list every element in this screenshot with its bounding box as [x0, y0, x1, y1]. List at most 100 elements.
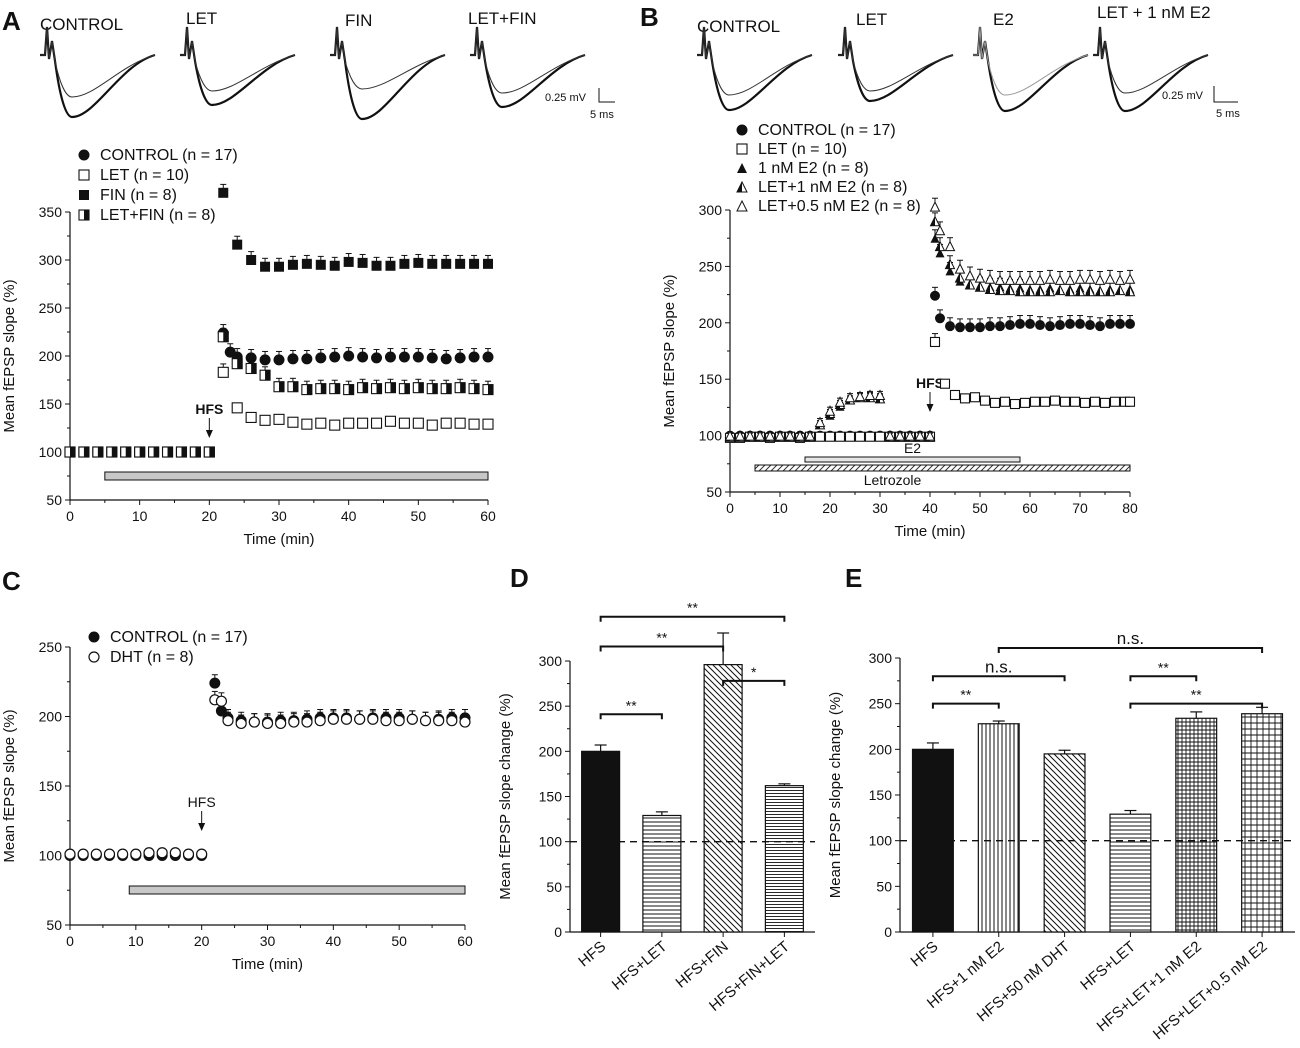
data-point-control — [1025, 318, 1035, 329]
plot-d-y-tick-label: 100 — [539, 834, 563, 850]
data-point-let-0-5-nm-e2 — [1004, 274, 1016, 285]
data-point-let — [273, 413, 285, 425]
data-point-let-0-5-nm-e2 — [964, 269, 976, 281]
data-point-control — [301, 353, 313, 365]
trace-pair — [40, 26, 156, 119]
plot-b-x-tick-label: 30 — [872, 500, 888, 516]
data-point-let — [217, 366, 229, 378]
trace-baseline — [470, 26, 586, 94]
data-point-let — [1039, 396, 1051, 407]
bar-hfs-fin — [703, 664, 743, 933]
data-point-dht — [156, 847, 168, 859]
plot-a-x-tick-label: 30 — [271, 508, 287, 524]
data-point-control — [209, 677, 221, 689]
plot-a-x-tick-label: 40 — [341, 508, 357, 524]
data-point-fin — [483, 258, 493, 269]
data-point-let — [1059, 396, 1071, 407]
data-point-let-0-5-nm-e2 — [944, 240, 956, 252]
data-point-let-0-5-nm-e2 — [1094, 274, 1106, 285]
plot-e-y-tick-label: 300 — [869, 650, 893, 666]
significance-label: ** — [687, 600, 698, 616]
plot-b-e2-bar — [804, 456, 1021, 463]
data-point-fin — [455, 258, 466, 269]
data-point-let — [969, 392, 981, 403]
significance-bracket — [1129, 675, 1198, 682]
data-point-control — [384, 351, 396, 363]
plot-d-y-tick-label: 0 — [554, 924, 562, 940]
data-point-control — [273, 354, 285, 366]
data-point-let-fin — [64, 446, 76, 458]
legend-label-fin: FIN (n = 8) — [100, 187, 177, 204]
legend-marker-let — [78, 169, 90, 181]
data-point-let-fin — [245, 362, 257, 375]
data-point-let-1-nm-e2 — [974, 281, 986, 292]
data-point-dht — [235, 717, 247, 730]
data-point-fin — [427, 258, 438, 269]
data-point-let-1-nm-e2 — [1004, 284, 1016, 296]
data-point-let-1-nm-e2 — [984, 283, 996, 294]
significance-bracket — [997, 646, 1264, 653]
data-point-let-fin — [468, 383, 480, 395]
data-point-let-0-5-nm-e2 — [884, 429, 896, 441]
data-point-dht — [367, 713, 379, 725]
data-point-let-1-nm-e2 — [1044, 285, 1056, 297]
plot-a-x-tick-label: 10 — [132, 508, 148, 524]
data-point-fin — [413, 257, 424, 268]
trace-baseline — [330, 26, 446, 90]
plot-b-hfs-label: HFS — [916, 375, 944, 391]
data-point-let — [959, 393, 971, 404]
plot-b-x-tick-label: 50 — [972, 500, 988, 516]
plot-d-y-tick-label: 250 — [539, 698, 563, 714]
data-point-dht — [196, 848, 208, 860]
data-point-let-fin — [175, 446, 188, 458]
data-point-control — [1045, 321, 1055, 332]
legend-label-let-0-5-nm-e2: LET+0.5 nM E2 (n = 8) — [758, 198, 921, 215]
legend-marker-dht — [88, 651, 100, 663]
data-point-control — [1055, 320, 1065, 331]
panel-letter-d: D — [510, 563, 529, 593]
data-point-let-0-5-nm-e2 — [924, 429, 936, 441]
data-point-let-fin — [189, 446, 201, 458]
data-point-dht — [380, 715, 392, 727]
plot-b-y-tick-label: 50 — [706, 484, 722, 500]
plot-a-hfs-label: HFS — [195, 401, 223, 417]
legend-label-let-1-nm-e2: LET+1 nM E2 (n = 8) — [758, 179, 907, 196]
bar-hfs-let-1-nm-e2 — [1175, 717, 1218, 933]
data-point-control — [1075, 318, 1085, 329]
plot-b-x-tick-label: 80 — [1122, 500, 1138, 516]
data-point-let-fin — [454, 382, 466, 394]
data-point-let-fin — [440, 383, 452, 395]
data-point-fin — [371, 260, 382, 271]
data-point-let — [1124, 396, 1136, 407]
data-point-let — [1079, 397, 1091, 408]
data-point-let-0-5-nm-e2 — [1034, 274, 1046, 285]
data-point-dht — [301, 716, 313, 728]
trace-label-a-let: LET — [186, 9, 217, 28]
data-point-let-1-nm-e2 — [934, 240, 946, 252]
plot-c-y-tick-label: 250 — [39, 639, 63, 655]
data-point-fin — [315, 259, 326, 270]
data-point-dht — [354, 713, 366, 725]
trace-label-b-control: CONTROL — [697, 17, 780, 36]
plot-c-x-tick-label: 20 — [194, 933, 210, 949]
trace-baseline — [40, 26, 156, 98]
data-point-let-0-5-nm-e2 — [934, 224, 946, 236]
legend-label-control: CONTROL (n = 17) — [100, 147, 238, 164]
data-point-let — [301, 418, 313, 430]
data-point-control — [343, 350, 355, 362]
data-point-control — [412, 351, 424, 363]
plot-b-series-control — [725, 286, 1135, 441]
data-point-let — [454, 417, 466, 429]
data-point-control — [1035, 320, 1045, 331]
data-point-control — [482, 351, 494, 363]
significance-bracket — [599, 615, 786, 622]
data-point-control — [1115, 318, 1125, 329]
data-point-let-0-5-nm-e2 — [954, 263, 966, 274]
data-point-dht — [215, 695, 228, 707]
plot-c-series-control — [64, 674, 471, 861]
data-point-let — [814, 431, 826, 442]
data-point-let-fin — [287, 381, 299, 393]
data-point-control — [995, 321, 1005, 332]
data-point-let-fin — [273, 381, 285, 393]
plot-d-y-axis-label: Mean fEPSP slope change (%) — [497, 693, 514, 900]
